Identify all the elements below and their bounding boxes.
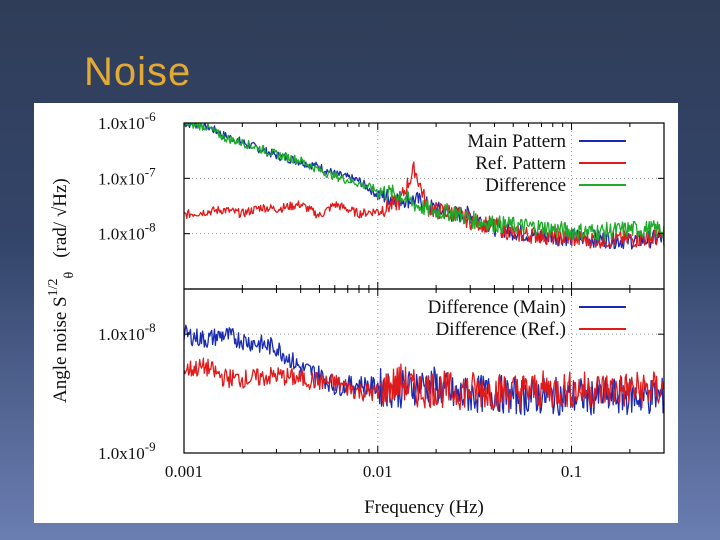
noise-chart: 1.0x10-6 1.0x10-7 1.0x10-8 Main PatternRef.…: [46, 109, 665, 518]
series-line-difference: [184, 123, 665, 241]
x-axis-label: Frequency (Hz): [364, 497, 484, 518]
legend-label: Difference (Ref.): [436, 319, 566, 340]
top-panel: 1.0x10-6 1.0x10-7 1.0x10-8 Main PatternRef.…: [98, 109, 665, 290]
y-axis-label: Angle noise S1/2θ(rad/ √Hz): [46, 178, 77, 403]
series-line-difference-ref-: [183, 357, 665, 411]
y-tick-label: 1.0x10-8: [98, 220, 156, 244]
x-tick-label: 0.01: [363, 462, 393, 481]
bottom-panel: 1.0x10-8 1.0x10-9 Difference (Main)Differe…: [98, 288, 665, 518]
legend-label: Ref. Pattern: [475, 153, 566, 174]
y-axis-label-group: Angle noise S1/2θ(rad/ √Hz): [46, 178, 77, 403]
slide-title: Noise: [84, 50, 192, 94]
x-tick-label: 0.1: [561, 462, 582, 481]
y-tick-label: 1.0x10-8: [98, 320, 156, 344]
legend-label: Main Pattern: [467, 131, 566, 152]
noise-figure: 1.0x10-6 1.0x10-7 1.0x10-8 Main Pattern Ref.…: [34, 103, 678, 523]
x-tick-label: 0.001: [165, 462, 203, 481]
y-tick-label: 1.0x10-6: [98, 109, 156, 133]
series-line-difference-main-: [183, 324, 665, 416]
y-tick-label: 1.0x10-7: [98, 164, 156, 188]
series-line-main-pattern: [184, 123, 665, 250]
plot-frame: [183, 288, 665, 454]
legend-label: Difference: [485, 175, 566, 196]
series-line-ref-pattern: [183, 161, 665, 249]
y-tick-label: 1.0x10-9: [98, 439, 156, 463]
legend-label: Difference (Main): [428, 297, 566, 318]
